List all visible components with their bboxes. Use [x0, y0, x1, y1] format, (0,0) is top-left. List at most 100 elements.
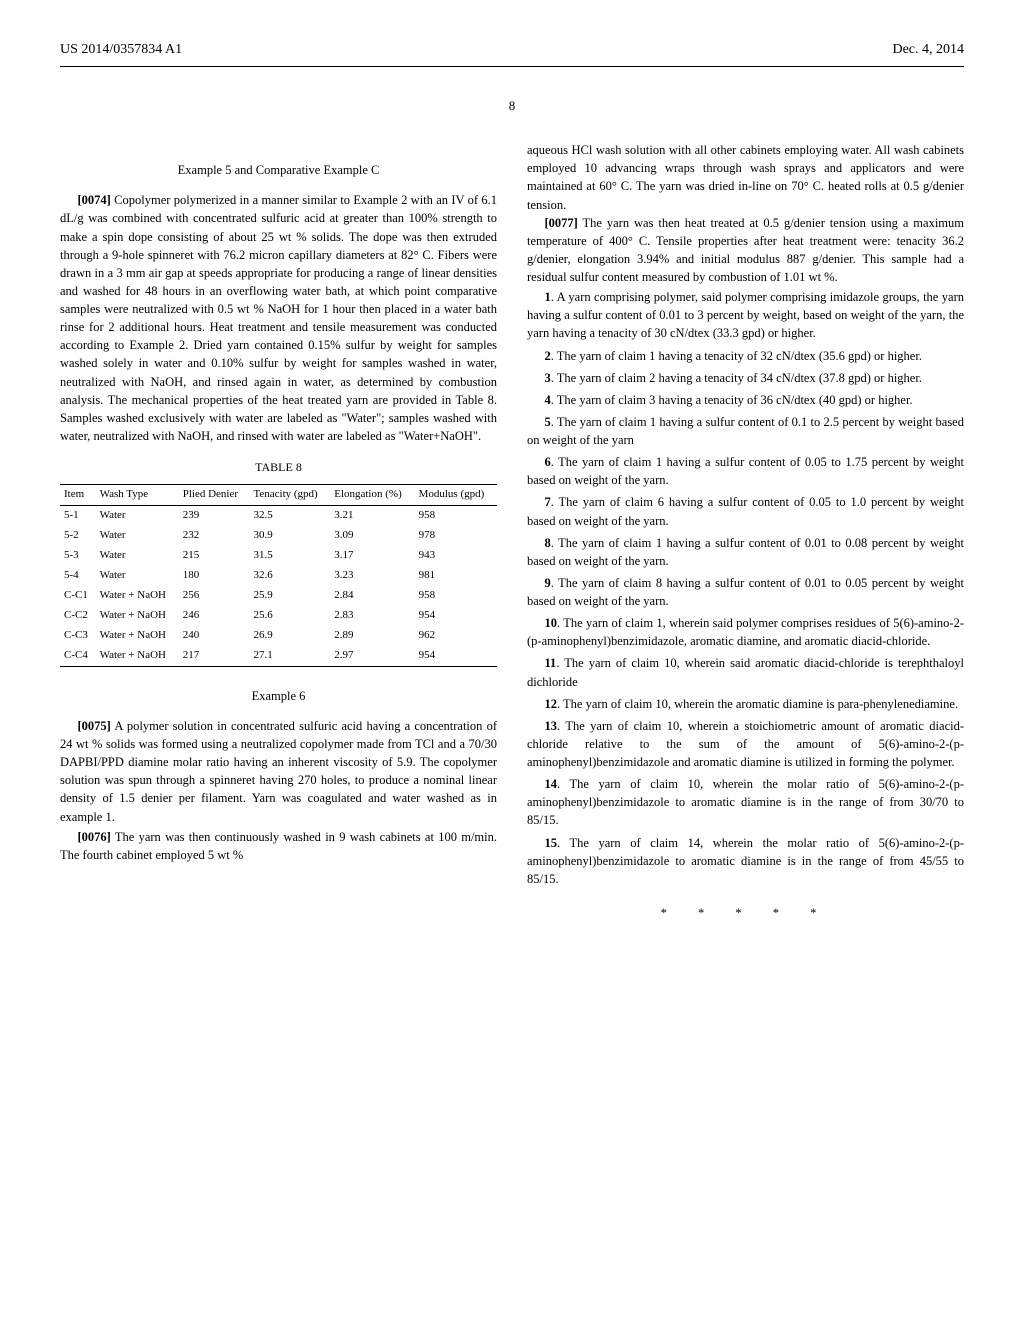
table-row: C-C1Water + NaOH25625.92.84958: [60, 586, 497, 606]
table-cell: 256: [179, 586, 250, 606]
pub-number: US 2014/0357834 A1: [60, 40, 182, 60]
claim: 12. The yarn of claim 10, wherein the ar…: [527, 695, 964, 713]
table-cell: 3.17: [330, 546, 414, 566]
th-elong: Elongation (%): [330, 485, 414, 506]
th-wash: Wash Type: [96, 485, 179, 506]
th-plied: Plied Denier: [179, 485, 250, 506]
claim-text: . The yarn of claim 10, wherein the mola…: [527, 777, 964, 827]
table-cell: Water + NaOH: [96, 606, 179, 626]
claim-text: . The yarn of claim 1 having a tenacity …: [551, 349, 922, 363]
claim-number: 13: [545, 719, 558, 733]
claims-list: 1. A yarn comprising polymer, said polym…: [527, 288, 964, 888]
th-item: Item: [60, 485, 96, 506]
table-cell: 2.83: [330, 606, 414, 626]
table-cell: C-C1: [60, 586, 96, 606]
table-cell: 5-3: [60, 546, 96, 566]
right-cont-text: aqueous HCl wash solution with all other…: [527, 141, 964, 214]
table-cell: 2.89: [330, 626, 414, 646]
table-cell: 978: [415, 526, 497, 546]
pub-date: Dec. 4, 2014: [892, 40, 964, 60]
table-row: C-C3Water + NaOH24026.92.89962: [60, 626, 497, 646]
claim: 9. The yarn of claim 8 having a sulfur c…: [527, 574, 964, 610]
table-row: 5-3Water21531.53.17943: [60, 546, 497, 566]
claim-text: . The yarn of claim 10, wherein the arom…: [557, 697, 958, 711]
table-cell: 32.6: [249, 566, 330, 586]
para-0074-text: Copolymer polymerized in a manner simila…: [60, 193, 497, 443]
claim: 4. The yarn of claim 3 having a tenacity…: [527, 391, 964, 409]
para-0076-text: The yarn was then continuously washed in…: [60, 830, 497, 862]
table-cell: C-C4: [60, 646, 96, 666]
table-cell: 26.9: [249, 626, 330, 646]
claim-text: . The yarn of claim 3 having a tenacity …: [551, 393, 913, 407]
table-cell: 954: [415, 646, 497, 666]
para-0075-text: A polymer solution in concentrated sulfu…: [60, 719, 497, 824]
claim-number: 11: [545, 656, 557, 670]
claim: 6. The yarn of claim 1 having a sulfur c…: [527, 453, 964, 489]
table-cell: Water + NaOH: [96, 646, 179, 666]
table-cell: 3.09: [330, 526, 414, 546]
claim-text: . The yarn of claim 6 having a sulfur co…: [527, 495, 964, 527]
table-cell: Water: [96, 526, 179, 546]
example-6-title: Example 6: [60, 687, 497, 705]
page-header: US 2014/0357834 A1 Dec. 4, 2014: [60, 40, 964, 60]
table-cell: 32.5: [249, 506, 330, 526]
table-cell: 981: [415, 566, 497, 586]
claim-number: 10: [545, 616, 558, 630]
table-cell: Water + NaOH: [96, 626, 179, 646]
para-num-0074: [0074]: [78, 193, 111, 207]
table-cell: 27.1: [249, 646, 330, 666]
table-row: 5-1Water23932.53.21958: [60, 506, 497, 526]
claim: 13. The yarn of claim 10, wherein a stoi…: [527, 717, 964, 771]
table-cell: 5-4: [60, 566, 96, 586]
table-cell: C-C3: [60, 626, 96, 646]
table-cell: 246: [179, 606, 250, 626]
table-row: 5-4Water18032.63.23981: [60, 566, 497, 586]
para-num-0077: [0077]: [545, 216, 578, 230]
table-cell: 240: [179, 626, 250, 646]
table-row: C-C4Water + NaOH21727.12.97954: [60, 646, 497, 666]
table-cell: 25.9: [249, 586, 330, 606]
claim-text: . The yarn of claim 1, wherein said poly…: [527, 616, 964, 648]
claim-text: . The yarn of claim 1 having a sulfur co…: [527, 536, 964, 568]
table-cell: 3.23: [330, 566, 414, 586]
table-cell: 217: [179, 646, 250, 666]
table8-caption: TABLE 8: [60, 459, 497, 476]
claim-number: 15: [545, 836, 558, 850]
table-cell: Water + NaOH: [96, 586, 179, 606]
table-cell: 239: [179, 506, 250, 526]
right-column: aqueous HCl wash solution with all other…: [527, 141, 964, 922]
table-cell: C-C2: [60, 606, 96, 626]
left-column: Example 5 and Comparative Example C [007…: [60, 141, 497, 922]
table-cell: 31.5: [249, 546, 330, 566]
table-cell: 5-1: [60, 506, 96, 526]
table-cell: Water: [96, 546, 179, 566]
table-cell: 954: [415, 606, 497, 626]
para-0077-text: The yarn was then heat treated at 0.5 g/…: [527, 216, 964, 284]
claim-text: . The yarn of claim 10, wherein said aro…: [527, 656, 964, 688]
table-cell: 232: [179, 526, 250, 546]
header-rule: [60, 66, 964, 67]
table-cell: 2.97: [330, 646, 414, 666]
claim-text: . The yarn of claim 1 having a sulfur co…: [527, 415, 964, 447]
claim: 8. The yarn of claim 1 having a sulfur c…: [527, 534, 964, 570]
para-0076: [0076] The yarn was then continuously wa…: [60, 828, 497, 864]
table-cell: 30.9: [249, 526, 330, 546]
th-tenacity: Tenacity (gpd): [249, 485, 330, 506]
table-cell: 180: [179, 566, 250, 586]
table-cell: 2.84: [330, 586, 414, 606]
table-cell: 958: [415, 506, 497, 526]
claim-text: . A yarn comprising polymer, said polyme…: [527, 290, 964, 340]
claim: 15. The yarn of claim 14, wherein the mo…: [527, 834, 964, 888]
claim-text: . The yarn of claim 2 having a tenacity …: [551, 371, 922, 385]
end-stars: * * * * *: [527, 904, 964, 922]
para-0075: [0075] A polymer solution in concentrate…: [60, 717, 497, 826]
example-5-title: Example 5 and Comparative Example C: [60, 161, 497, 179]
table-cell: 25.6: [249, 606, 330, 626]
claim: 2. The yarn of claim 1 having a tenacity…: [527, 347, 964, 365]
claim-text: . The yarn of claim 1 having a sulfur co…: [527, 455, 964, 487]
claim: 10. The yarn of claim 1, wherein said po…: [527, 614, 964, 650]
para-num-0076: [0076]: [78, 830, 111, 844]
table-cell: 962: [415, 626, 497, 646]
table8: Item Wash Type Plied Denier Tenacity (gp…: [60, 484, 497, 666]
claim-number: 12: [545, 697, 558, 711]
